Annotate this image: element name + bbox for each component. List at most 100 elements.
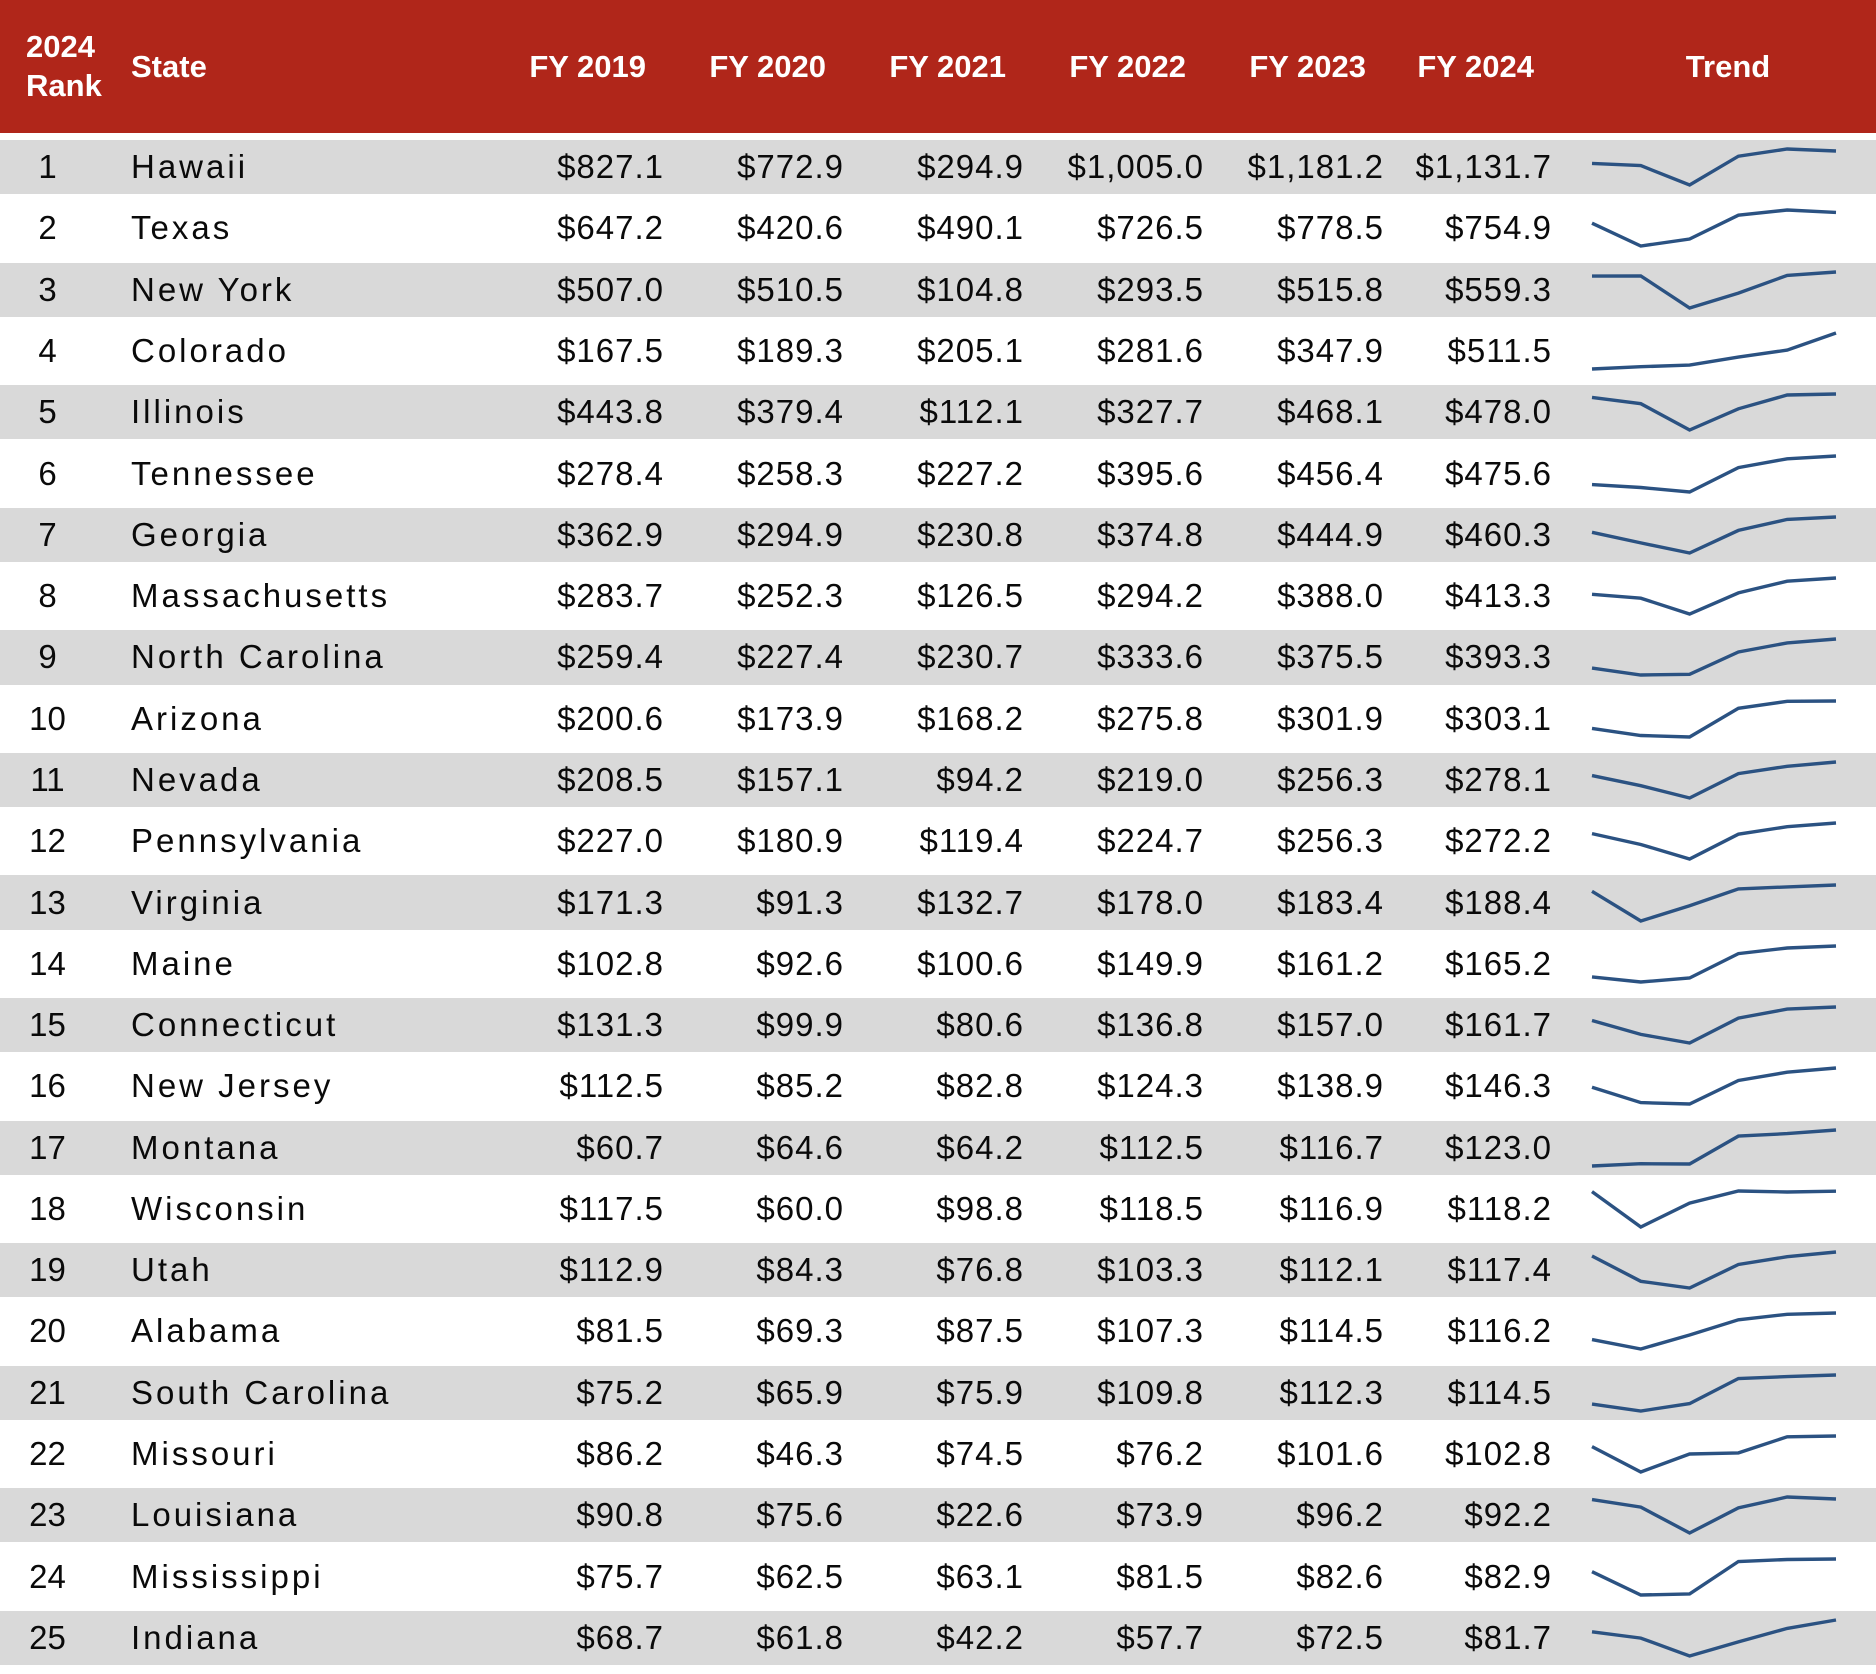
trend-cell [1560,268,1876,312]
value-cell-fy2019: $102.8 [557,944,664,982]
value-cell-fy2019: $507.0 [557,270,664,308]
value-cell-fy2023: $72.5 [1296,1618,1384,1656]
value-cell-fy2024: $117.4 [1447,1251,1552,1289]
state-cell: Hawaii [131,148,249,186]
value-cell-fy2019: $200.6 [557,699,664,737]
trend-cell [1560,1371,1876,1415]
value-cell-fy2022: $136.8 [1097,1006,1204,1044]
state-cell: Virginia [131,883,265,921]
table-row: 22 Missouri $86.2 $46.3 $74.5 $76.2 $101.6 $102… [0,1426,1876,1482]
value-cell-fy2023: $468.1 [1277,393,1384,431]
value-cell-fy2021: $80.6 [936,1006,1024,1044]
table-row: 1 Hawaii $827.1 $772.9 $294.9 $1,005.0 $1,181.… [0,140,1876,195]
value-cell-fy2024: $272.2 [1445,822,1552,860]
state-cell: Mississippi [131,1557,324,1595]
column-header-fy2023: FY 2023 [1249,48,1366,84]
table-row: 10 Arizona $200.6 $173.9 $168.2 $275.8 $301.9 $… [0,691,1876,746]
value-cell-fy2022: $374.8 [1097,515,1204,553]
state-cell: New Jersey [131,1067,334,1105]
table-row: 24 Mississippi $75.7 $62.5 $63.1 $81.5 $82.6 $8… [0,1549,1876,1604]
rank-cell: 6 [38,454,57,492]
rank-cell: 5 [38,393,57,431]
trend-sparkline [1591,392,1837,433]
rank-cell: 17 [29,1128,66,1166]
value-cell-fy2024: $92.2 [1464,1496,1552,1534]
table-row: 13 Virginia $171.3 $91.3 $132.7 $178.0 $183.4 $… [0,875,1876,930]
trend-sparkline [1591,147,1837,188]
rank-cell: 24 [29,1557,66,1595]
column-header-fy2019: FY 2019 [529,48,646,84]
trend-cell [1560,1126,1876,1170]
table-row: 8 Massachusetts $283.7 $252.3 $126.5 $294.2 $3… [0,568,1876,624]
trend-sparkline [1591,698,1837,739]
value-cell-fy2023: $96.2 [1296,1496,1384,1534]
rank-cell: 22 [29,1435,66,1473]
value-cell-fy2022: $178.0 [1097,883,1204,921]
state-cell: Alabama [131,1312,283,1350]
value-cell-fy2020: $258.3 [737,454,844,492]
value-cell-fy2021: $230.7 [917,638,1024,676]
trend-cell [1560,513,1876,557]
table-row: 21 South Carolina $75.2 $65.9 $75.9 $109.8 $11… [0,1365,1876,1420]
value-cell-fy2021: $100.6 [917,944,1024,982]
value-cell-fy2023: $301.9 [1277,699,1384,737]
value-cell-fy2022: $118.5 [1099,1189,1204,1227]
column-header-state: State [131,48,207,84]
state-cell: Colorado [131,331,289,369]
value-cell-fy2020: $46.3 [756,1435,844,1473]
value-cell-fy2024: $278.1 [1445,760,1552,798]
value-cell-fy2021: $119.4 [919,822,1024,860]
value-cell-fy2021: $168.2 [917,699,1024,737]
column-header-fy2024: FY 2024 [1417,48,1534,84]
state-cell: New York [131,270,295,308]
trend-cell [1560,1309,1876,1353]
trend-sparkline [1591,760,1837,800]
value-cell-fy2023: $138.9 [1277,1067,1384,1105]
rank-cell: 21 [29,1373,66,1411]
state-cell: Pennsylvania [131,822,364,860]
value-cell-fy2021: $98.8 [936,1189,1024,1227]
trend-cell [1560,1064,1876,1108]
value-cell-fy2019: $278.4 [557,454,664,492]
value-cell-fy2020: $65.9 [756,1373,844,1411]
value-cell-fy2023: $116.7 [1279,1128,1384,1166]
column-header-fy2021: FY 2021 [889,48,1006,84]
value-cell-fy2021: $82.8 [936,1067,1024,1105]
value-cell-fy2022: $293.5 [1097,270,1204,308]
table-row: 14 Maine $102.8 $92.6 $100.6 $149.9 $161.2 $165… [0,936,1876,991]
trend-sparkline [1591,944,1837,984]
value-cell-fy2024: $146.3 [1445,1067,1552,1105]
value-cell-fy2019: $443.8 [557,393,664,431]
state-cell: North Carolina [131,638,386,676]
state-cell: Arizona [131,699,264,737]
value-cell-fy2020: $772.9 [737,148,844,186]
value-cell-fy2021: $74.5 [936,1435,1024,1473]
trend-cell [1560,1616,1876,1660]
trend-cell [1560,697,1876,741]
trend-sparkline [1591,270,1837,310]
value-cell-fy2019: $131.3 [557,1006,664,1044]
value-cell-fy2021: $75.9 [936,1373,1024,1411]
value-cell-fy2022: $224.7 [1097,822,1204,860]
value-cell-fy2023: $388.0 [1277,577,1384,615]
table-row: 4 Colorado $167.5 $189.3 $205.1 $281.6 $347.9 $… [0,323,1876,379]
value-cell-fy2022: $333.6 [1097,638,1204,676]
value-cell-fy2021: $230.8 [917,515,1024,553]
value-cell-fy2020: $91.3 [756,883,844,921]
value-cell-fy2022: $395.6 [1097,454,1204,492]
rank-cell: 18 [29,1189,66,1227]
rank-cell: 25 [29,1618,66,1656]
table-row: 12 Pennsylvania $227.0 $180.9 $119.4 $224.7 $2… [0,814,1876,869]
trend-sparkline [1591,1127,1837,1168]
value-cell-fy2024: $303.1 [1445,699,1552,737]
value-cell-fy2022: $1,005.0 [1067,148,1204,186]
value-cell-fy2019: $283.7 [557,577,664,615]
value-cell-fy2023: $183.4 [1277,883,1384,921]
value-cell-fy2020: $420.6 [737,209,844,247]
state-cell: Tennessee [131,454,318,492]
rank-cell: 23 [29,1496,66,1534]
value-cell-fy2020: $379.4 [737,393,844,431]
value-cell-fy2023: $114.5 [1279,1312,1384,1350]
value-cell-fy2019: $112.5 [559,1067,664,1105]
trend-cell [1560,1248,1876,1292]
